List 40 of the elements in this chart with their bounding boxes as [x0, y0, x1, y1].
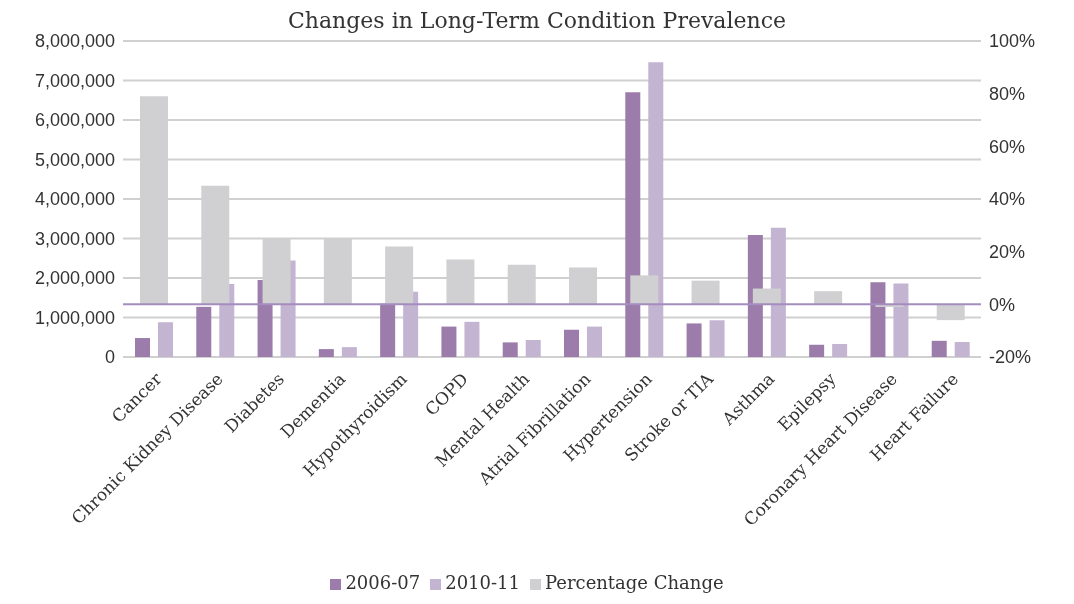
y2-tick-label: 100%	[989, 31, 1036, 52]
y2-tick-label: 0%	[989, 294, 1016, 315]
bar	[931, 340, 947, 357]
bar	[502, 342, 518, 357]
legend-label: 2006-07	[345, 572, 421, 593]
chart-title: Changes in Long-Term Condition Prevalence	[286, 8, 788, 33]
bar	[318, 349, 334, 357]
bar	[196, 306, 212, 357]
y-tick-label: 1,000,000	[34, 307, 115, 328]
y2-tick-label: 20%	[989, 242, 1026, 263]
y2-tick-label: 80%	[989, 84, 1026, 105]
y-tick-label: 2,000,000	[34, 268, 115, 289]
bar	[158, 322, 173, 357]
y-tick-label: 0	[104, 347, 115, 368]
y-tick-label: 4,000,000	[34, 189, 115, 210]
y-tick-label: 7,000,000	[34, 70, 115, 91]
bar	[709, 320, 725, 357]
bar	[464, 321, 480, 357]
bar	[686, 323, 702, 357]
bar	[832, 343, 848, 357]
y-tick-label: 5,000,000	[34, 149, 115, 170]
y2-tick-label: 60%	[989, 136, 1026, 157]
bar	[525, 340, 541, 357]
bar	[630, 275, 659, 305]
bar	[441, 326, 457, 357]
y-tick-label: 8,000,000	[34, 31, 115, 52]
legend-label: Percentage Change	[544, 572, 724, 593]
bar	[809, 344, 825, 357]
bar	[954, 341, 970, 357]
y2-tick-label: -20%	[989, 347, 1032, 368]
y2-tick-label: 40%	[989, 189, 1026, 210]
y-tick-label: 3,000,000	[34, 228, 115, 249]
bar	[341, 347, 357, 357]
bar	[691, 280, 720, 305]
bar	[135, 338, 150, 357]
legend-label: 2010-11	[445, 572, 520, 593]
bar	[587, 326, 602, 357]
bar	[814, 291, 843, 305]
y-tick-label: 6,000,000	[34, 110, 115, 131]
bar	[564, 329, 579, 357]
